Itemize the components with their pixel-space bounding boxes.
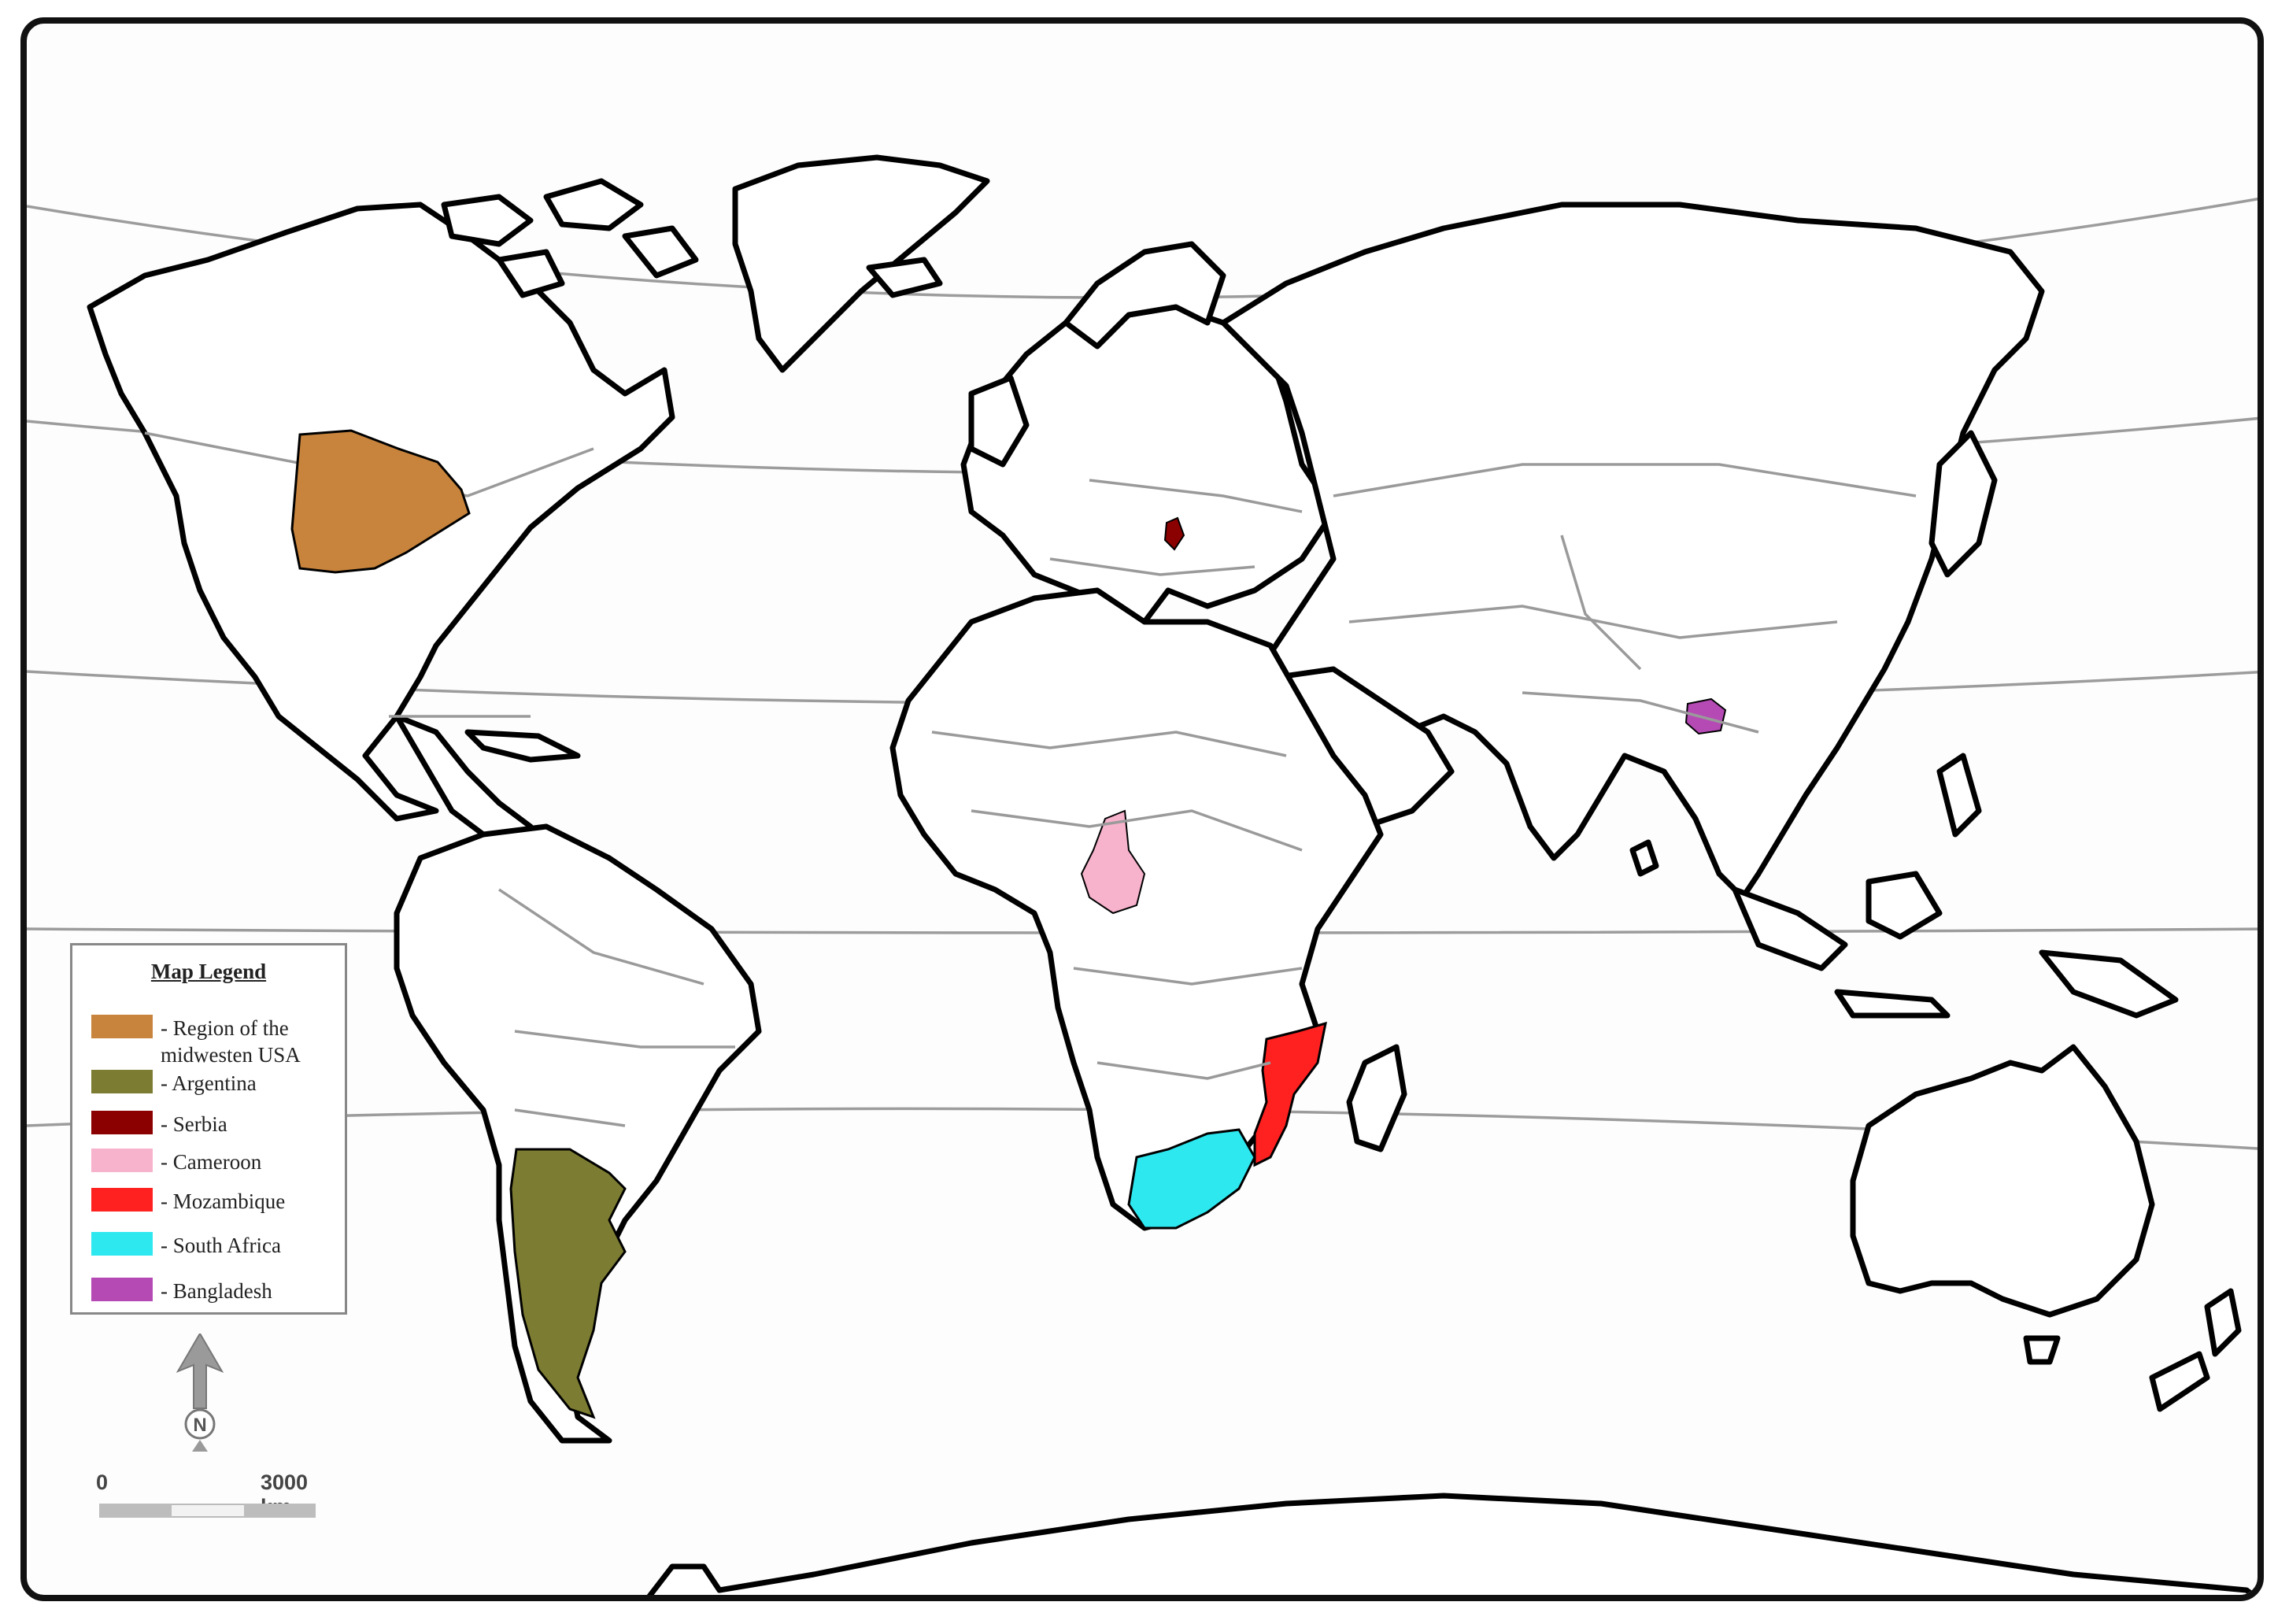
compass-letter: N bbox=[193, 1415, 206, 1436]
legend-swatch bbox=[91, 1111, 153, 1134]
arctic-island bbox=[622, 225, 699, 279]
legend-swatch bbox=[91, 1015, 153, 1038]
japan bbox=[1928, 430, 1998, 578]
madagascar bbox=[1346, 1044, 1407, 1152]
scandinavia bbox=[1063, 241, 1226, 350]
argentina-region bbox=[509, 1148, 627, 1419]
sri-lanka bbox=[1629, 839, 1659, 877]
south-africa-region bbox=[1127, 1128, 1256, 1230]
legend-label: Cameroon bbox=[161, 1149, 349, 1175]
iceland bbox=[866, 257, 943, 298]
arctic-island bbox=[543, 178, 644, 231]
legend-title: Map Legend bbox=[150, 960, 267, 983]
cuba bbox=[464, 729, 581, 763]
legend-label: South Africa bbox=[161, 1232, 349, 1259]
legend-label: Serbia bbox=[161, 1111, 349, 1138]
scale-bar: 0 3000 km bbox=[96, 1470, 335, 1519]
mozambique-region bbox=[1253, 1021, 1327, 1167]
new-zealand bbox=[2149, 1351, 2210, 1412]
legend-swatch bbox=[91, 1070, 153, 1093]
tasmania bbox=[2023, 1335, 2061, 1365]
legend-label: Mozambique bbox=[161, 1188, 349, 1215]
australia bbox=[1850, 1044, 2155, 1318]
legend-label: Argentina bbox=[161, 1070, 349, 1097]
indonesia-island bbox=[1834, 989, 1951, 1019]
legend-swatch bbox=[91, 1149, 153, 1172]
philippines bbox=[1936, 753, 1982, 838]
new-guinea bbox=[2039, 949, 2179, 1019]
legend-swatch bbox=[91, 1188, 153, 1212]
british-isles bbox=[968, 375, 1030, 468]
indonesia-island bbox=[1866, 871, 1943, 940]
bangladesh-region bbox=[1684, 697, 1727, 735]
world-map bbox=[27, 154, 2258, 1595]
serbia-region bbox=[1163, 516, 1185, 551]
scale-start-label: 0 bbox=[96, 1470, 109, 1494]
legend-swatch bbox=[91, 1278, 153, 1301]
scale-track bbox=[99, 1504, 316, 1518]
arctic-island bbox=[496, 249, 565, 298]
indonesia-island bbox=[1732, 886, 1848, 971]
antarctica bbox=[646, 1493, 2258, 1595]
legend-label: Bangladesh bbox=[161, 1278, 349, 1304]
new-zealand bbox=[2204, 1288, 2242, 1357]
north-america bbox=[87, 202, 675, 822]
legend-swatch bbox=[91, 1232, 153, 1256]
legend-label: Region of the midwesten USA bbox=[161, 1015, 349, 1068]
greenland bbox=[732, 154, 990, 373]
arctic-island bbox=[441, 194, 534, 247]
cameroon-region bbox=[1080, 809, 1146, 915]
map-frame: Map Legend Region of the midwesten USA A… bbox=[20, 17, 2264, 1601]
map-legend: Map Legend Region of the midwesten USA A… bbox=[70, 943, 347, 1315]
north-arrow-icon: N bbox=[176, 1332, 224, 1452]
